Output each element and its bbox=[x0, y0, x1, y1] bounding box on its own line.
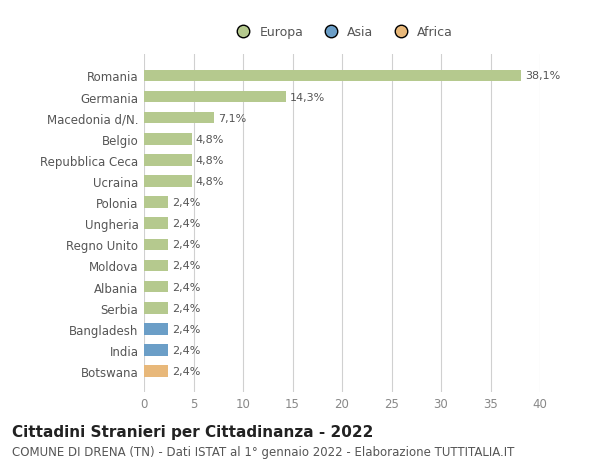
Text: 4,8%: 4,8% bbox=[196, 156, 224, 166]
Bar bbox=[144, 365, 168, 377]
Text: 2,4%: 2,4% bbox=[172, 261, 200, 271]
Bar bbox=[144, 197, 168, 208]
Text: 38,1%: 38,1% bbox=[525, 71, 560, 81]
Text: 14,3%: 14,3% bbox=[290, 92, 325, 102]
Text: 2,4%: 2,4% bbox=[172, 219, 200, 229]
Bar bbox=[144, 344, 168, 356]
Text: 2,4%: 2,4% bbox=[172, 303, 200, 313]
Bar bbox=[144, 134, 191, 145]
Text: 7,1%: 7,1% bbox=[218, 113, 247, 123]
Bar bbox=[144, 176, 191, 187]
Text: 2,4%: 2,4% bbox=[172, 282, 200, 292]
Text: 2,4%: 2,4% bbox=[172, 366, 200, 376]
Bar bbox=[144, 70, 521, 82]
Text: 4,8%: 4,8% bbox=[196, 177, 224, 187]
Bar bbox=[144, 91, 286, 103]
Text: 2,4%: 2,4% bbox=[172, 198, 200, 207]
Bar bbox=[144, 218, 168, 230]
Bar bbox=[144, 112, 214, 124]
Bar bbox=[144, 155, 191, 166]
Text: Cittadini Stranieri per Cittadinanza - 2022: Cittadini Stranieri per Cittadinanza - 2… bbox=[12, 425, 373, 440]
Text: COMUNE DI DRENA (TN) - Dati ISTAT al 1° gennaio 2022 - Elaborazione TUTTITALIA.I: COMUNE DI DRENA (TN) - Dati ISTAT al 1° … bbox=[12, 445, 514, 458]
Text: 2,4%: 2,4% bbox=[172, 345, 200, 355]
Text: 4,8%: 4,8% bbox=[196, 134, 224, 145]
Bar bbox=[144, 281, 168, 293]
Bar bbox=[144, 260, 168, 272]
Text: 2,4%: 2,4% bbox=[172, 240, 200, 250]
Bar bbox=[144, 239, 168, 251]
Bar bbox=[144, 302, 168, 314]
Bar bbox=[144, 323, 168, 335]
Legend: Europa, Asia, Africa: Europa, Asia, Africa bbox=[226, 21, 458, 44]
Text: 2,4%: 2,4% bbox=[172, 324, 200, 334]
